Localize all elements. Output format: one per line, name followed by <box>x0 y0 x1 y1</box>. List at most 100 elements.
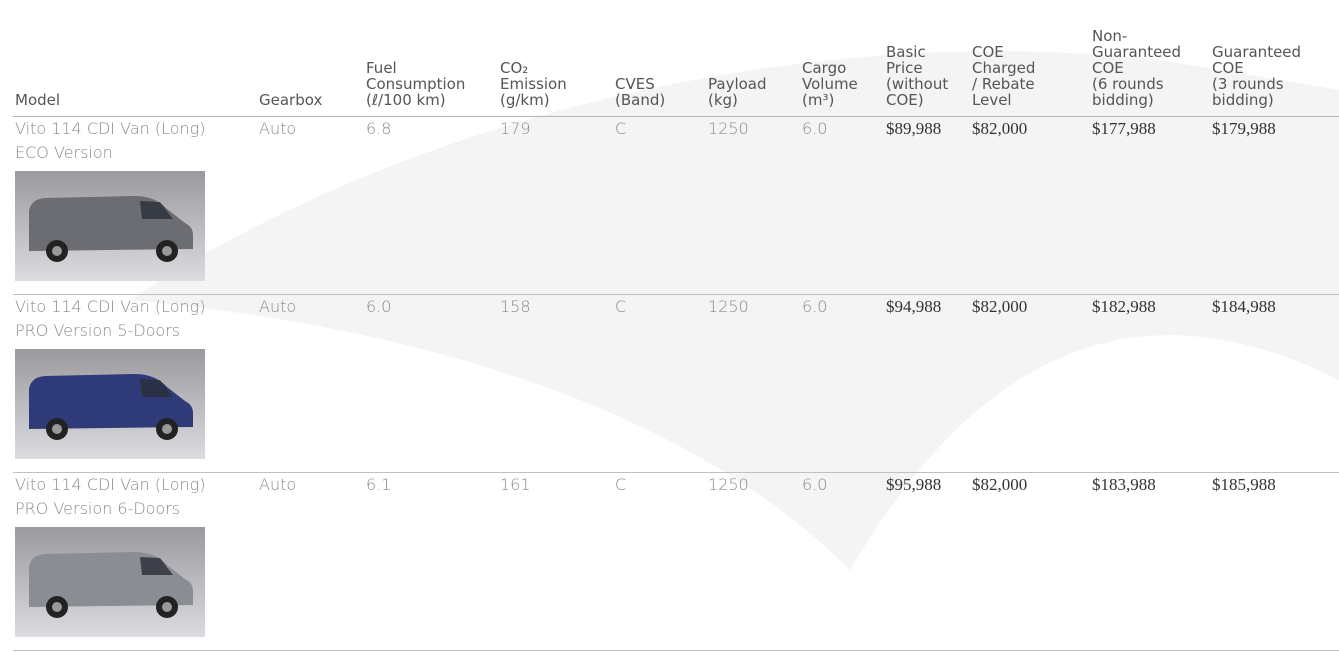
column-header: Fuel Consumption (ℓ/100 km) <box>364 0 498 117</box>
header-line: (6 rounds <box>1092 75 1164 93</box>
table-cell: $185,988 <box>1210 472 1339 651</box>
cell-text: 6.0 <box>802 297 828 316</box>
header-line: Guaranteed <box>1092 43 1182 61</box>
table-cell: C <box>613 472 706 651</box>
table-cell: 1250 <box>706 116 800 295</box>
table-cell: Auto <box>257 472 364 651</box>
cell-text: 158 <box>500 297 531 316</box>
van-image <box>15 527 205 637</box>
column-header: Basic Price (without COE) <box>884 0 970 117</box>
van-image <box>15 349 205 459</box>
table-cell: 6.0 <box>364 294 498 473</box>
table-cell: $177,988 <box>1090 116 1210 295</box>
column-header: COE Charged / Rebate Level <box>970 0 1090 117</box>
header-line: COE) <box>886 91 924 109</box>
column-header: Payload (kg) <box>706 0 800 117</box>
cell-text: $82,000 <box>972 297 1028 316</box>
cell-text: 6.0 <box>366 297 392 316</box>
cell-text: 1250 <box>708 297 749 316</box>
header-row: Model Gearbox Fuel Consumption (ℓ/100 km) CO₂… <box>13 0 1339 117</box>
header-line: Cargo <box>802 59 847 77</box>
table-cell: 6.1 <box>364 472 498 651</box>
table-cell: 158 <box>498 294 613 473</box>
table-cell: $82,000 <box>970 116 1090 295</box>
cell-text: 6.0 <box>802 119 828 138</box>
table-cell: $182,988 <box>1090 294 1210 473</box>
model-line: ECO Version <box>15 143 113 162</box>
column-header: Gearbox <box>257 0 364 117</box>
table-cell: $89,988 <box>884 116 970 295</box>
cell-text: Auto <box>259 475 297 494</box>
header-line: Basic <box>886 43 926 61</box>
header-line: COE <box>1212 59 1244 77</box>
header-line: Non- <box>1092 27 1128 45</box>
cell-text: 6.1 <box>366 475 392 494</box>
header-line: COE <box>972 43 1004 61</box>
model-line: PRO Version 6-Doors <box>15 499 181 518</box>
cell-text: 1250 <box>708 475 749 494</box>
cell-text: $177,988 <box>1092 119 1156 138</box>
header-line: (kg) <box>708 91 738 109</box>
column-header: CVES (Band) <box>613 0 706 117</box>
table-cell: $179,988 <box>1210 116 1339 295</box>
table-cell: $94,988 <box>884 294 970 473</box>
column-header: Cargo Volume (m³) <box>800 0 884 117</box>
header-line: CVES <box>615 75 655 93</box>
header-line: Guaranteed <box>1212 43 1302 61</box>
table-cell: C <box>613 294 706 473</box>
column-header: Non- Guaranteed COE (6 rounds bidding) <box>1090 0 1210 117</box>
table-cell: $184,988 <box>1210 294 1339 473</box>
table-cell: 6.0 <box>800 472 884 651</box>
table-cell: 179 <box>498 116 613 295</box>
cell-text: $95,988 <box>886 475 942 494</box>
cell-text: $82,000 <box>972 475 1028 494</box>
header-line: Consumption <box>366 75 466 93</box>
cell-text: $185,988 <box>1212 475 1276 494</box>
model-line: Vito 114 CDI Van (Long) <box>15 475 206 494</box>
table-cell: 1250 <box>706 472 800 651</box>
price-table: Model Gearbox Fuel Consumption (ℓ/100 km) CO₂… <box>13 0 1339 651</box>
cell-text: $179,988 <box>1212 119 1276 138</box>
column-header: Guaranteed COE (3 rounds bidding) <box>1210 0 1339 117</box>
cell-text: $184,988 <box>1212 297 1276 316</box>
cell-text: 6.0 <box>802 475 828 494</box>
header-line: / Rebate <box>972 75 1035 93</box>
header-line: (m³) <box>802 91 835 109</box>
header-line: (Band) <box>615 91 666 109</box>
column-header: CO₂ Emission (g/km) <box>498 0 613 117</box>
table-row: Vito 114 CDI Van (Long) PRO Version 5-Doo… <box>13 294 1339 473</box>
cell-text: $183,988 <box>1092 475 1156 494</box>
header-line: Payload <box>708 75 767 93</box>
header-line: bidding) <box>1212 91 1274 109</box>
van-image <box>15 171 205 281</box>
table-cell: $95,988 <box>884 472 970 651</box>
table-cell: $82,000 <box>970 294 1090 473</box>
cell-text: $82,000 <box>972 119 1028 138</box>
header-line: Price <box>886 59 923 77</box>
cell-text: C <box>615 119 627 138</box>
header-line: (3 rounds <box>1212 75 1284 93</box>
table-cell: Auto <box>257 294 364 473</box>
cell-text: $94,988 <box>886 297 942 316</box>
header-line: Fuel <box>366 59 397 77</box>
model-cell: Vito 114 CDI Van (Long) ECO Version <box>13 116 257 295</box>
cell-text: Auto <box>259 297 297 316</box>
table-cell: 6.0 <box>800 116 884 295</box>
cell-text: $89,988 <box>886 119 942 138</box>
header-line: Emission <box>500 75 567 93</box>
cell-text: 6.8 <box>366 119 392 138</box>
table-cell: 161 <box>498 472 613 651</box>
table-cell: Auto <box>257 116 364 295</box>
cell-text: Auto <box>259 119 297 138</box>
model-line: PRO Version 5-Doors <box>15 321 181 340</box>
model-cell: Vito 114 CDI Van (Long) PRO Version 5-Doo… <box>13 294 257 473</box>
cell-text: 179 <box>500 119 531 138</box>
header-line: Volume <box>802 75 858 93</box>
cell-text: C <box>615 475 627 494</box>
model-cell: Vito 114 CDI Van (Long) PRO Version 6-Doo… <box>13 472 257 651</box>
table-cell: $183,988 <box>1090 472 1210 651</box>
table-cell: $82,000 <box>970 472 1090 651</box>
table-body: Vito 114 CDI Van (Long) ECO Version Auto 6… <box>13 116 1339 651</box>
table-row: Vito 114 CDI Van (Long) PRO Version 6-Doo… <box>13 472 1339 651</box>
model-line: Vito 114 CDI Van (Long) <box>15 297 206 316</box>
